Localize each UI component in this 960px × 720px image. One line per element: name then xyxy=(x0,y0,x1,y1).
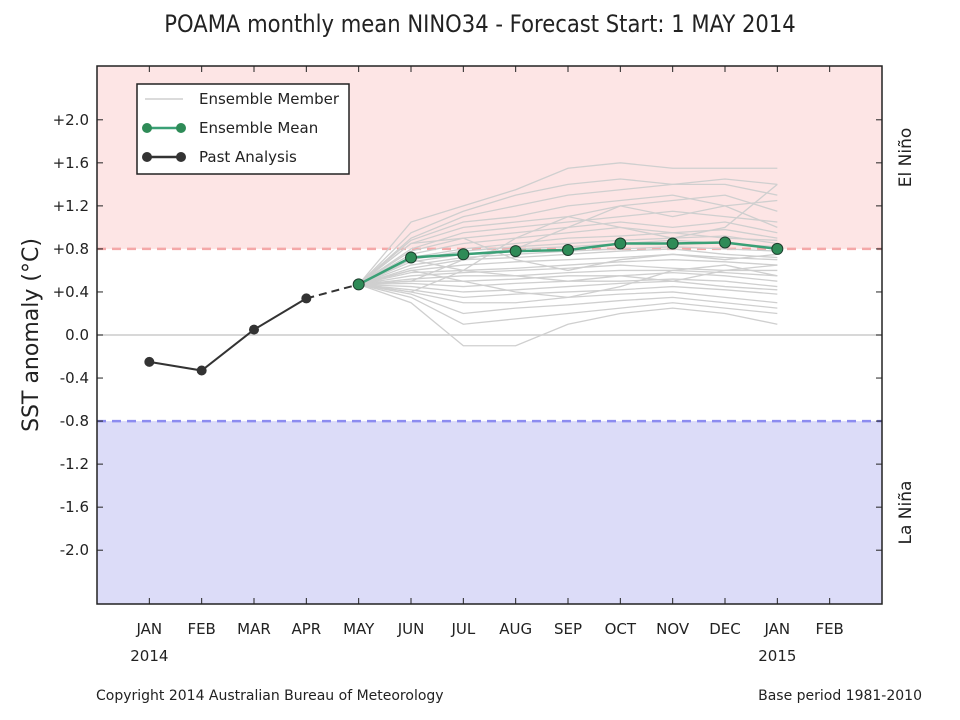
x-year-label-1: 2015 xyxy=(758,647,796,665)
x-tick-label-0: JAN xyxy=(136,620,163,638)
chart-title: POAMA monthly mean NINO34 - Forecast Sta… xyxy=(164,10,796,38)
ensemble-member-line-22 xyxy=(358,283,778,315)
ensemble-mean-point-6 xyxy=(666,237,679,250)
legend-ensemble-member-label: Ensemble Member xyxy=(199,90,340,108)
ensemble-member-line-15 xyxy=(358,264,778,286)
legend-ensemble-mean-marker-left xyxy=(142,123,152,133)
plot-layer xyxy=(144,162,784,376)
past-analysis-point-3 xyxy=(301,293,312,304)
ensemble-member-line-23 xyxy=(358,283,778,325)
ensemble-mean-point-8 xyxy=(771,242,784,255)
base-period-text: Base period 1981-2010 xyxy=(758,688,922,704)
label-layer: +2.0 +1.6 +1.2 +0.8 +0.4 0.0 -0.4 -0.8 -1.2 -1.6 -… xyxy=(19,111,916,665)
ensemble-mean-point-3 xyxy=(509,245,522,258)
y-tick-label-9: -1.6 xyxy=(60,498,89,516)
x-tick-label-12: JAN xyxy=(764,620,791,638)
ensemble-mean-point-5 xyxy=(614,237,627,250)
y-tick-label-6: -0.4 xyxy=(60,369,89,387)
x-tick-label-1: FEB xyxy=(187,620,215,638)
past-analysis-line xyxy=(149,297,307,372)
ensemble-mean-point-2 xyxy=(457,248,470,261)
ensemble-member-line-2 xyxy=(358,183,778,285)
y-tick-label-0: +2.0 xyxy=(53,111,89,129)
x-tick-label-6: JUL xyxy=(450,620,475,638)
ensemble-member-line-0 xyxy=(358,162,778,285)
x-tick-label-2: MAR xyxy=(237,620,271,638)
ensemble-member-line-1 xyxy=(358,178,778,285)
ensemble-member-line-17 xyxy=(358,271,778,286)
x-year-label-0: 2014 xyxy=(130,647,168,665)
y-tick-label-4: +0.4 xyxy=(53,283,89,301)
ensemble-member-line-19 xyxy=(358,280,778,293)
y-tick-label-7: -0.8 xyxy=(60,412,89,430)
y-tick-label-3: +0.8 xyxy=(53,240,89,258)
y-tick-label-10: -2.0 xyxy=(60,541,89,559)
legend: Ensemble Member Ensemble Mean Past Analysi… xyxy=(136,83,350,175)
x-tick-label-3: APR xyxy=(291,620,321,638)
la-nina-label: La Niña xyxy=(896,481,916,545)
ensemble-member-line-5 xyxy=(358,210,778,285)
past-analysis-point-1 xyxy=(196,365,207,376)
ensemble-member-line-28 xyxy=(358,258,778,286)
x-tick-label-9: OCT xyxy=(605,620,637,638)
ensemble-mean-point-4 xyxy=(562,243,574,256)
ensemble-member-line-20 xyxy=(358,283,778,298)
la-nina-region xyxy=(97,421,882,604)
ensemble-member-line-14 xyxy=(358,259,778,286)
axis-layer xyxy=(97,66,882,604)
y-tick-label-2: +1.2 xyxy=(53,197,89,215)
ensemble-member-line-3 xyxy=(358,194,778,285)
ensemble-member-line-25 xyxy=(358,183,778,293)
ensemble-mean-point-0 xyxy=(352,278,365,291)
copyright-text: Copyright 2014 Australian Bureau of Mete… xyxy=(96,688,444,704)
y-tick-label-5: 0.0 xyxy=(65,326,89,344)
past-to-forecast-link xyxy=(306,283,359,300)
x-tick-label-13: FEB xyxy=(815,620,843,638)
y-tick-label-8: -1.2 xyxy=(60,455,89,473)
legend-ensemble-mean-marker-right xyxy=(176,123,186,133)
y-tick-label-1: +1.6 xyxy=(53,154,89,172)
ensemble-member-line-16 xyxy=(358,269,778,286)
legend-ensemble-mean-label: Ensemble Mean xyxy=(199,119,318,137)
legend-past-analysis-label: Past Analysis xyxy=(199,148,297,166)
ensemble-member-line-27 xyxy=(358,264,778,298)
x-tick-label-8: SEP xyxy=(554,620,582,638)
x-tick-label-10: NOV xyxy=(656,620,690,638)
el-nino-label: El Niño xyxy=(896,128,916,187)
x-tick-label-11: DEC xyxy=(709,620,741,638)
x-tick-label-4: MAY xyxy=(343,620,375,638)
ensemble-mean-point-7 xyxy=(719,236,731,249)
past-analysis-point-0 xyxy=(144,356,155,367)
y-axis-label: SST anomaly (°C) xyxy=(19,238,44,432)
past-analysis-point-2 xyxy=(249,324,259,335)
legend-past-analysis-marker-right xyxy=(176,152,186,162)
ensemble-member-line-13 xyxy=(358,253,778,286)
x-tick-label-5: JUN xyxy=(397,620,425,638)
ensemble-mean-point-1 xyxy=(405,251,417,264)
legend-past-analysis-marker-left xyxy=(142,152,152,162)
x-tick-label-7: AUG xyxy=(499,620,532,638)
ensemble-member-line-29 xyxy=(358,237,778,285)
ensemble-member-line-24 xyxy=(358,283,778,347)
